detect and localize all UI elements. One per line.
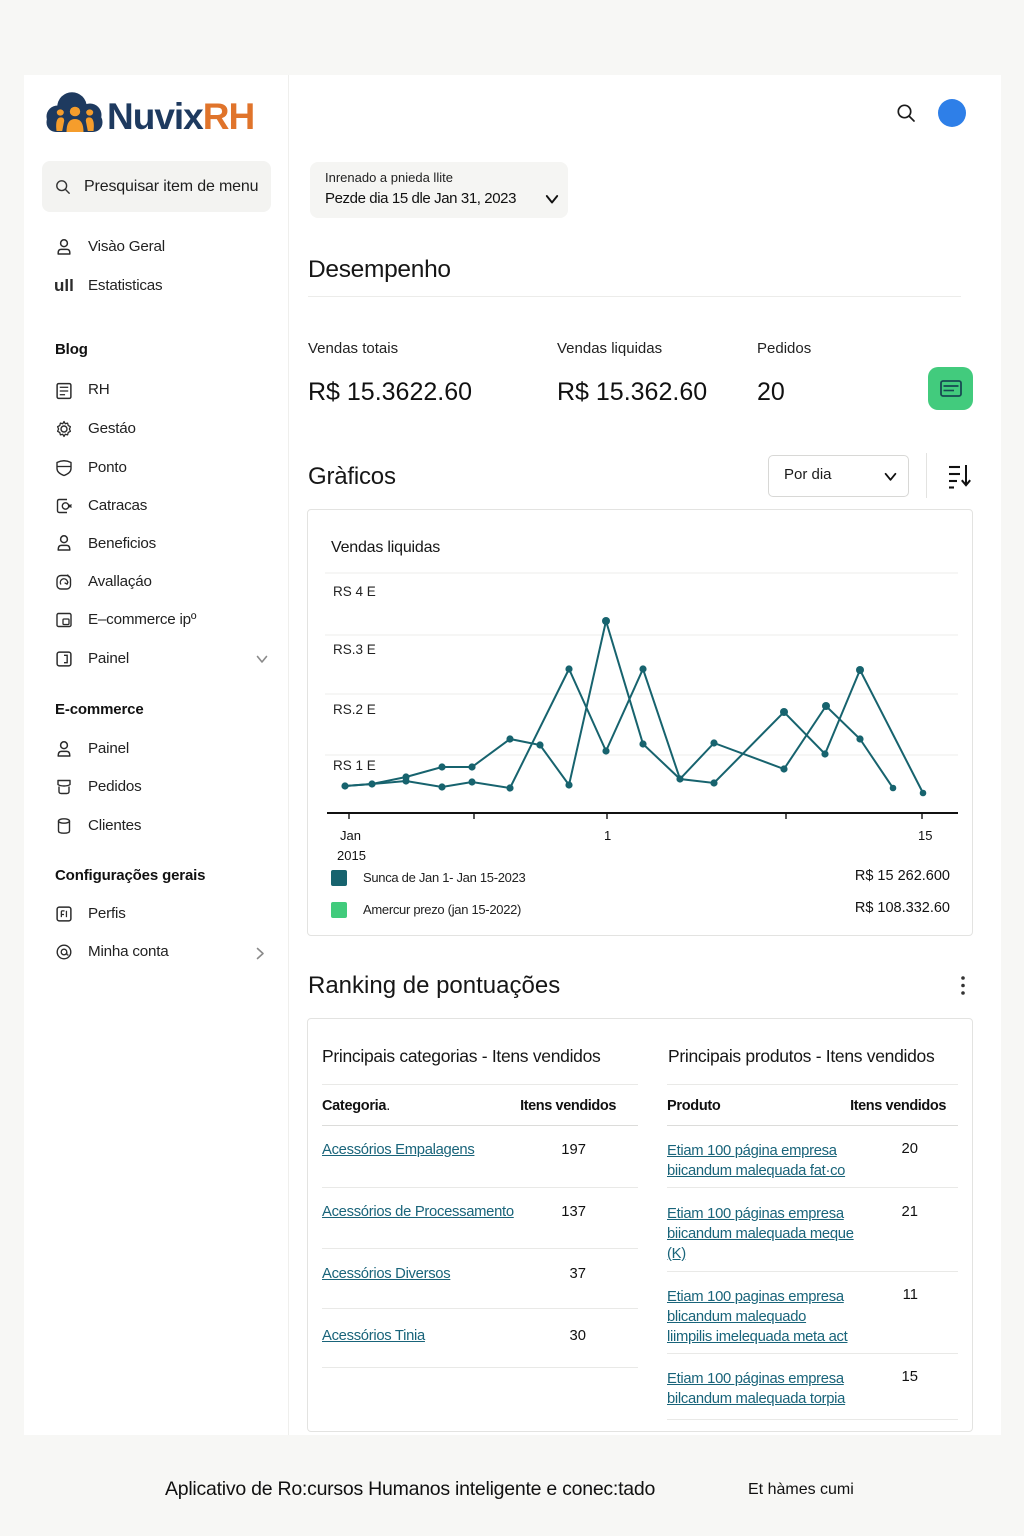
svg-text:Jan: Jan <box>340 828 361 843</box>
svg-text:RS.2 E: RS.2 E <box>333 702 376 717</box>
svg-text:15: 15 <box>918 828 932 843</box>
svg-text:RS 4 E: RS 4 E <box>333 584 376 599</box>
svg-text:RS.3 E: RS.3 E <box>333 642 376 657</box>
svg-text:1: 1 <box>604 828 611 843</box>
svg-text:2015: 2015 <box>337 848 366 863</box>
svg-text:RS 1 E: RS 1 E <box>333 758 376 773</box>
